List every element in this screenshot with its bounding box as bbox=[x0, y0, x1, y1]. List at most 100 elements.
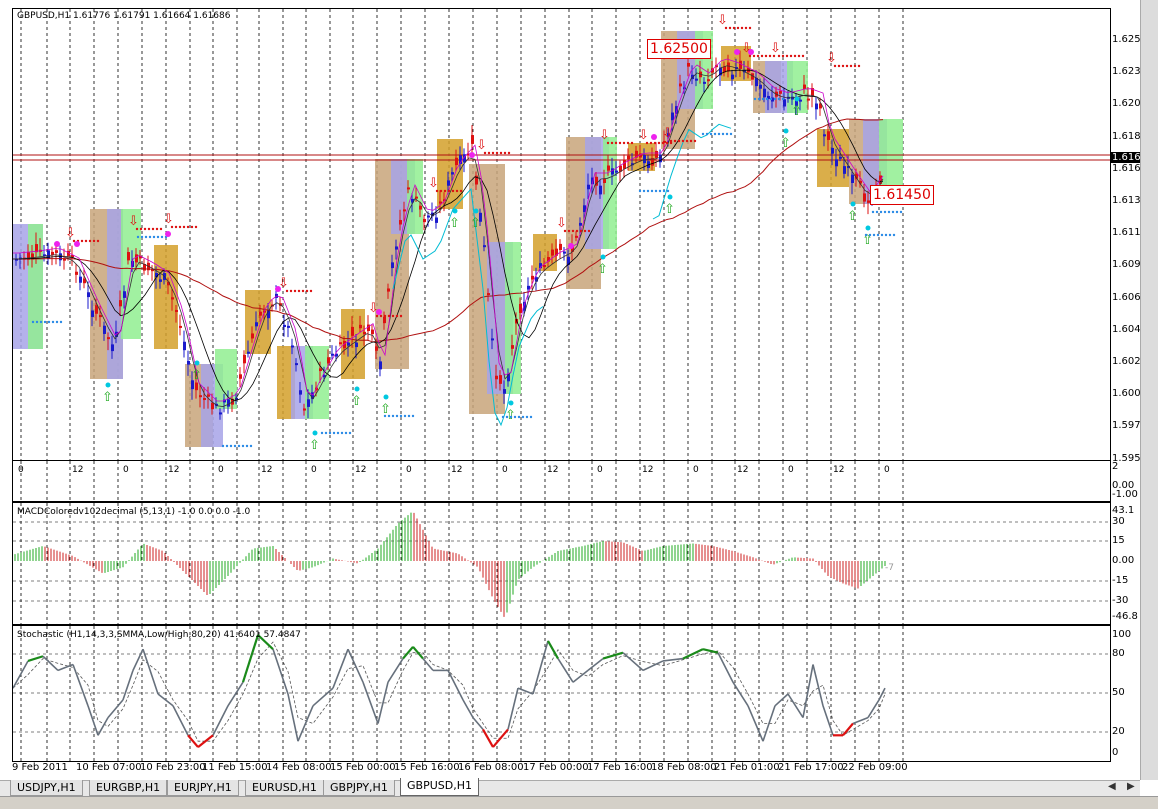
candle-body bbox=[439, 201, 442, 204]
signal-dot bbox=[865, 225, 871, 231]
candle-body bbox=[211, 402, 214, 410]
resistance-dot bbox=[88, 239, 92, 243]
stochastic-panel[interactable]: Stochastic (H1,14,3,3,SMMA,Low/High,80,2… bbox=[12, 625, 1111, 762]
candle-body bbox=[327, 357, 330, 364]
scroll-left-arrow-icon[interactable]: ◀ bbox=[1108, 781, 1116, 792]
signal-dot bbox=[794, 96, 800, 102]
price-chart-panel[interactable]: ⇧ ⇧ ⇧ ⇧ ⇧ ⇧ ⇧ ⇧ ⇧ ⇧ ⇧ ⇧ ⇧ ⇧ ⇩ ⇩ ⇩ ⇩ ⇩ ⇩ ⇩ ⇩ ⇩ ⇩ ⇩ ⇩ ⇩ ⇩ ⇩ GBPUSD,H1 … bbox=[12, 8, 1111, 461]
candle-body bbox=[359, 324, 362, 329]
stochastic-canvas bbox=[13, 626, 1110, 761]
support-dot bbox=[403, 414, 407, 418]
support-dot bbox=[249, 444, 253, 448]
tab-eurusd-h1[interactable]: EURUSD,H1 bbox=[245, 780, 324, 796]
buy-arrow-icon: ⇧ bbox=[791, 104, 802, 119]
candle-body bbox=[87, 292, 90, 298]
signal-dot bbox=[194, 360, 200, 366]
candle-body bbox=[475, 175, 478, 185]
stochastic-main-line bbox=[802, 664, 814, 718]
candle-body bbox=[599, 185, 602, 195]
tab-eurgbp-h1[interactable]: EURGBP,H1 bbox=[89, 780, 168, 796]
candle-body bbox=[83, 278, 86, 284]
resistance-dot bbox=[379, 314, 383, 318]
stochastic-title: Stochastic (H1,14,3,3,SMMA,Low/High,80,2… bbox=[17, 630, 301, 640]
sell-arrow-icon: ⇩ bbox=[741, 41, 752, 56]
support-dot bbox=[705, 132, 709, 136]
resistance-dot bbox=[435, 189, 439, 193]
candle-body bbox=[51, 251, 54, 255]
resistance-dot bbox=[182, 225, 186, 229]
candle-body bbox=[807, 98, 810, 101]
tab-gbpusd-h1[interactable]: GBPUSD,H1 bbox=[400, 778, 479, 796]
support-dot bbox=[761, 97, 765, 101]
stochastic-scale-label: 100 bbox=[1112, 629, 1132, 640]
stochastic-scale-label: 80 bbox=[1112, 648, 1125, 659]
candle-body bbox=[803, 84, 806, 89]
hour-label: 12 bbox=[355, 465, 366, 475]
candle-body bbox=[291, 345, 294, 348]
candle-body bbox=[715, 65, 718, 68]
resistance-dot bbox=[455, 189, 459, 193]
scroll-right-arrow-icon[interactable]: ▶ bbox=[1127, 781, 1135, 792]
candle-body bbox=[387, 288, 390, 292]
support-dot bbox=[160, 235, 164, 239]
candle-body bbox=[591, 177, 594, 185]
candle-body bbox=[235, 397, 238, 400]
macd-scale-label: 15 bbox=[1112, 535, 1125, 546]
hour-strip-canvas: 0 12 0 12 0 12 0 12 0 12 0 12 0 12 0 12 0 12 0 bbox=[18, 461, 904, 501]
candle-body bbox=[835, 159, 838, 167]
support-dot bbox=[35, 320, 39, 324]
price-scale-label: 1.60465 bbox=[1112, 323, 1154, 335]
sell-arrow-icon: ⇩ bbox=[556, 216, 567, 231]
resistance-dot bbox=[665, 141, 669, 145]
support-dot bbox=[729, 132, 733, 136]
candle-body bbox=[859, 180, 862, 184]
resistance-dot bbox=[841, 64, 845, 68]
tab-gbpjpy-h1[interactable]: GBPJPY,H1 bbox=[323, 780, 395, 796]
candle-body bbox=[487, 293, 490, 296]
resistance-dot bbox=[610, 141, 614, 145]
candle-body bbox=[31, 253, 34, 260]
candle-body bbox=[323, 375, 326, 378]
vertical-scrollbar[interactable] bbox=[1140, 0, 1158, 780]
stochastic-main-line bbox=[602, 651, 624, 660]
candle-body bbox=[123, 291, 126, 298]
price-scale-label: 1.62085 bbox=[1112, 98, 1154, 110]
resistance-dot bbox=[626, 141, 630, 145]
stochastic-scale: 100 80 50 20 0 bbox=[1109, 625, 1140, 760]
pivot-dot bbox=[651, 134, 657, 140]
candle-body bbox=[447, 180, 450, 186]
candle-body bbox=[227, 399, 230, 407]
tab-eurjpy-h1[interactable]: EURJPY,H1 bbox=[167, 780, 239, 796]
stochastic-main-line bbox=[97, 717, 109, 736]
price-scale: 1.62550 1.62315 1.62085 1.61855 1.61625 1.613… bbox=[1109, 8, 1153, 464]
candle-body bbox=[127, 252, 130, 261]
sell-arrow-icon: ⇩ bbox=[128, 214, 139, 229]
support-dot bbox=[721, 132, 725, 136]
chart-title: GBPUSD,H1 1.61776 1.61791 1.61664 1.6168… bbox=[17, 11, 231, 21]
buy-arrow-icon: ⇧ bbox=[780, 136, 791, 151]
support-dot bbox=[871, 210, 875, 214]
candle-body bbox=[611, 168, 614, 175]
resistance-dot bbox=[736, 26, 740, 30]
signal-dot bbox=[850, 201, 856, 207]
candle-body bbox=[91, 310, 94, 317]
support-dot bbox=[781, 97, 785, 101]
support-dot bbox=[517, 415, 521, 419]
candle-body bbox=[103, 325, 106, 334]
macd-end-value: -7 bbox=[885, 563, 894, 573]
candle-body bbox=[143, 264, 146, 271]
sell-arrow-icon: ⇩ bbox=[65, 226, 76, 241]
resistance-dot bbox=[645, 141, 649, 145]
macd-panel[interactable]: MACDColoredv102decimal (5,13,1) -1.0 0.0… bbox=[12, 502, 1111, 625]
candle-body bbox=[827, 131, 830, 140]
candle-body bbox=[851, 174, 854, 183]
stochastic-main-line bbox=[377, 682, 389, 724]
support-dot bbox=[650, 189, 654, 193]
support-dot bbox=[407, 414, 411, 418]
tab-usdjpy-h1[interactable]: USDJPY,H1 bbox=[10, 780, 83, 796]
stochastic-main-line bbox=[72, 664, 89, 707]
stochastic-main-line bbox=[774, 693, 789, 707]
time-axis-label: 15 Feb 00:00 bbox=[330, 762, 396, 773]
candle-body bbox=[111, 344, 114, 352]
support-dot bbox=[245, 444, 249, 448]
